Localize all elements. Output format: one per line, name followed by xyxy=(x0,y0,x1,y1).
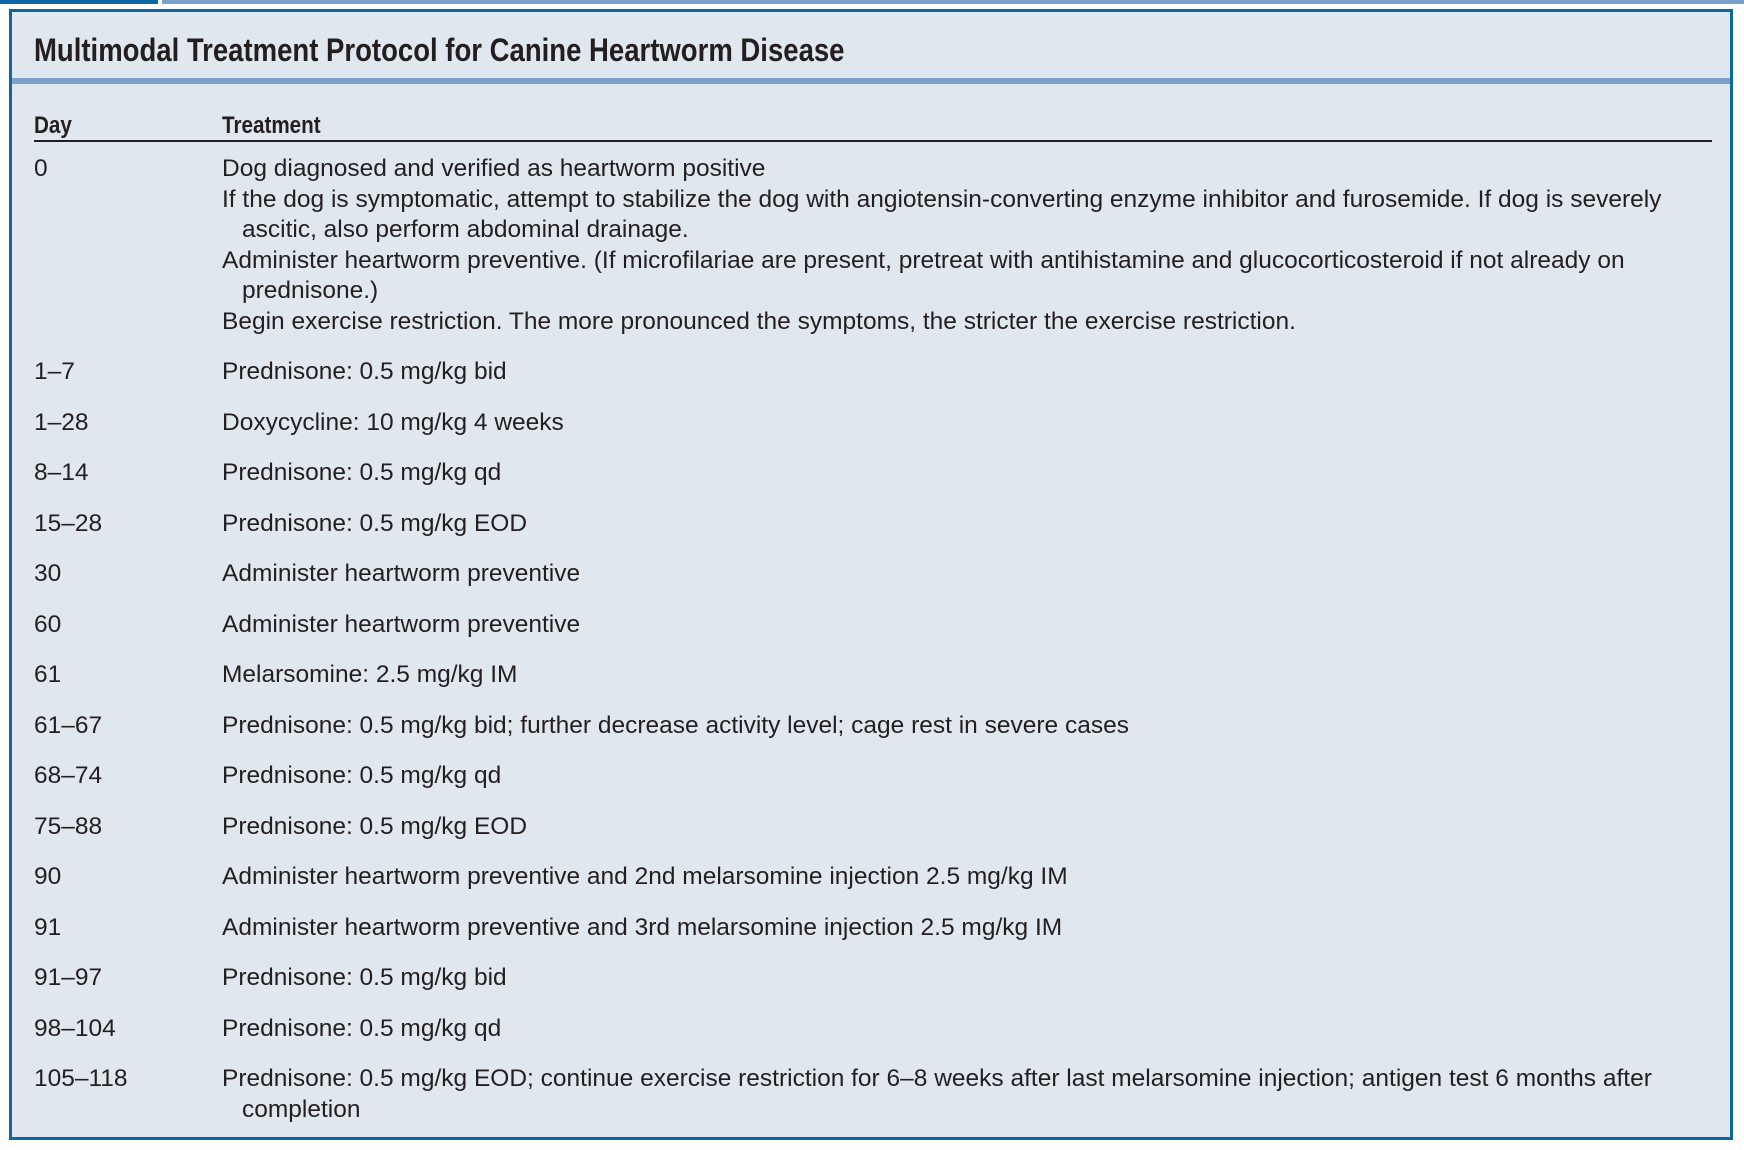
table-row: 1–28 Doxycycline: 10 mg/kg 4 weeks xyxy=(34,408,1712,439)
day-cell: 91–97 xyxy=(34,964,103,991)
table-row: 75–88 Prednisone: 0.5 mg/kg EOD xyxy=(34,812,1712,843)
treatment-line: Administer heartworm preventive xyxy=(222,560,581,587)
day-cell: 15–28 xyxy=(34,509,103,537)
top-accent-bar-light xyxy=(162,0,1744,4)
treatment-line: Prednisone: 0.5 mg/kg qd xyxy=(222,1014,502,1042)
day-cell: 60 xyxy=(34,610,62,638)
treatment-line: Dog diagnosed and verified as heartworm … xyxy=(222,155,766,182)
treatment-cell: Prednisone: 0.5 mg/kg qd xyxy=(222,458,1712,489)
treatment-cell: Prednisone: 0.5 mg/kg EOD xyxy=(222,509,1712,540)
table-row: 91 Administer heartworm preventive and 3r… xyxy=(34,913,1712,944)
treatment-line: Prednisone: 0.5 mg/kg qd xyxy=(222,762,502,789)
table-row: 8–14 Prednisone: 0.5 mg/kg qd xyxy=(34,458,1712,489)
treatment-line: Prednisone: 0.5 mg/kg EOD xyxy=(222,509,528,537)
day-cell: 30 xyxy=(34,560,62,587)
treatment-line: Begin exercise restriction. The more pro… xyxy=(222,307,1296,335)
table-row: 91–97 Prednisone: 0.5 mg/kg bid xyxy=(34,963,1712,994)
treatment-cell: Prednisone: 0.5 mg/kg qd xyxy=(222,1014,1712,1045)
treatment-line: Prednisone: 0.5 mg/kg bid xyxy=(222,358,507,385)
table-title: Multimodal Treatment Protocol for Canine… xyxy=(34,32,845,68)
treatment-line: Administer heartworm preventive. (If mic… xyxy=(222,246,1625,305)
treatment-cell: Administer heartworm preventive xyxy=(222,559,1712,590)
table-row: 98–104 Prednisone: 0.5 mg/kg qd xyxy=(34,1014,1712,1045)
day-cell: 1–28 xyxy=(34,408,89,436)
day-cell: 90 xyxy=(34,863,62,890)
table-row: 68–74 Prednisone: 0.5 mg/kg qd xyxy=(34,761,1712,792)
day-cell: 68–74 xyxy=(34,762,103,789)
table-row: 60 Administer heartworm preventive xyxy=(34,610,1712,641)
day-cell: 0 xyxy=(34,155,48,182)
treatment-cell: Administer heartworm preventive and 2nd … xyxy=(222,862,1712,893)
treatment-line: Administer heartworm preventive and 3rd … xyxy=(222,913,1063,941)
treatment-line: Administer heartworm preventive and 2nd … xyxy=(222,863,1068,890)
table-row: 1–7 Prednisone: 0.5 mg/kg bid xyxy=(34,357,1712,388)
treatment-cell: Melarsomine: 2.5 mg/kg IM xyxy=(222,660,1712,691)
treatment-cell: Prednisone: 0.5 mg/kg bid xyxy=(222,963,1712,994)
top-accent-bar xyxy=(0,0,158,4)
day-cell: 98–104 xyxy=(34,1014,116,1042)
treatment-line: Doxycycline: 10 mg/kg 4 weeks xyxy=(222,408,564,436)
treatment-line: Administer heartworm preventive xyxy=(222,610,581,638)
treatment-line: Prednisone: 0.5 mg/kg EOD xyxy=(222,812,528,840)
day-cell: 8–14 xyxy=(34,459,89,486)
treatment-line: Prednisone: 0.5 mg/kg EOD; continue exer… xyxy=(222,1065,1652,1123)
column-header-treatment: Treatment xyxy=(222,112,321,139)
treatment-cell: Administer heartworm preventive xyxy=(222,610,1712,641)
table-row: 105–118 Prednisone: 0.5 mg/kg EOD; contin… xyxy=(34,1064,1712,1125)
treatment-cell: Prednisone: 0.5 mg/kg EOD xyxy=(222,812,1712,843)
table-row: 30 Administer heartworm preventive xyxy=(34,559,1712,590)
table-row: 61–67 Prednisone: 0.5 mg/kg bid; further … xyxy=(34,711,1712,742)
treatment-cell: Doxycycline: 10 mg/kg 4 weeks xyxy=(222,408,1712,439)
table-row: 0 Dog diagnosed and verified as heartworm… xyxy=(34,154,1712,337)
day-cell: 1–7 xyxy=(34,358,75,385)
treatment-cell: Prednisone: 0.5 mg/kg qd xyxy=(222,761,1712,792)
day-cell: 75–88 xyxy=(34,812,103,840)
day-cell: 105–118 xyxy=(34,1065,128,1092)
table-row: 61 Melarsomine: 2.5 mg/kg IM xyxy=(34,660,1712,691)
table-box: Multimodal Treatment Protocol for Canine… xyxy=(9,9,1733,1140)
treatment-cell: Prednisone: 0.5 mg/kg EOD; continue exer… xyxy=(222,1064,1712,1125)
header-divider xyxy=(34,140,1712,142)
title-divider xyxy=(12,78,1730,84)
treatment-line: Prednisone: 0.5 mg/kg qd xyxy=(222,459,502,486)
table-row: 90 Administer heartworm preventive and 2n… xyxy=(34,862,1712,893)
treatment-line: Prednisone: 0.5 mg/kg bid xyxy=(222,964,507,991)
treatment-cell: Prednisone: 0.5 mg/kg bid; further decre… xyxy=(222,711,1712,742)
treatment-line: Prednisone: 0.5 mg/kg bid; further decre… xyxy=(222,711,1129,739)
table-body: 0 Dog diagnosed and verified as heartworm… xyxy=(34,154,1712,1145)
day-cell: 91 xyxy=(34,913,62,941)
table-row: 15–28 Prednisone: 0.5 mg/kg EOD xyxy=(34,509,1712,540)
day-cell: 61 xyxy=(34,661,62,688)
treatment-line: Melarsomine: 2.5 mg/kg IM xyxy=(222,661,518,688)
treatment-cell: Administer heartworm preventive and 3rd … xyxy=(222,913,1712,944)
treatment-cell: Dog diagnosed and verified as heartworm … xyxy=(222,154,1712,337)
treatment-line: If the dog is symptomatic, attempt to st… xyxy=(222,185,1662,244)
column-header-day: Day xyxy=(34,112,72,139)
day-cell: 61–67 xyxy=(34,711,103,739)
treatment-cell: Prednisone: 0.5 mg/kg bid xyxy=(222,357,1712,388)
